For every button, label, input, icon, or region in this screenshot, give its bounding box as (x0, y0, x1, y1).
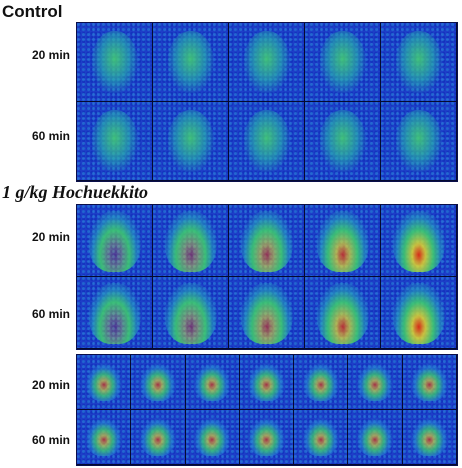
image-tile (153, 205, 229, 277)
signal-blob (240, 282, 293, 344)
image-tile (402, 410, 457, 465)
image-tile (229, 102, 305, 181)
signal-blob (194, 417, 231, 457)
signal-blob (85, 417, 122, 457)
signal-blob (139, 417, 177, 457)
image-tile (348, 355, 403, 410)
signal-blob (248, 417, 285, 457)
image-tile (305, 277, 381, 349)
row-label-coronal-20: 20 min (31, 378, 70, 392)
image-tile (77, 23, 153, 102)
image-tile (305, 23, 381, 102)
signal-blob (240, 210, 293, 272)
image-tile (239, 410, 295, 465)
signal-blob (302, 362, 339, 402)
image-tile (77, 205, 153, 277)
section-title-control: Control (2, 2, 63, 21)
signal-blob (248, 362, 285, 402)
image-tile (294, 410, 349, 465)
row-label-treat-60: 60 min (31, 307, 70, 321)
row-label-control-20: 20 min (31, 48, 70, 62)
image-tile (77, 410, 132, 465)
signal-blob (395, 109, 442, 173)
image-tile (153, 23, 229, 102)
signal-blob (395, 30, 442, 94)
image-tile (229, 277, 305, 349)
image-tile (381, 23, 457, 102)
signal-blob (392, 210, 445, 272)
image-panel-hochuekkito (76, 204, 458, 350)
signal-blob (164, 210, 217, 272)
image-tile (229, 23, 305, 102)
signal-blob (316, 210, 369, 272)
signal-blob (411, 417, 448, 457)
signal-blob (88, 282, 141, 344)
signal-blob (356, 417, 394, 457)
image-tile (305, 205, 381, 277)
image-tile (153, 277, 229, 349)
image-tile (348, 410, 403, 465)
row-label-coronal-60: 60 min (31, 433, 70, 447)
row-label-treat-20: 20 min (31, 230, 70, 244)
image-panel-coronal (76, 354, 458, 466)
image-tile (229, 205, 305, 277)
image-tile (294, 355, 349, 410)
signal-blob (319, 109, 366, 173)
signal-blob (88, 210, 141, 272)
image-tile (131, 355, 186, 410)
signal-blob (167, 109, 214, 173)
image-tile (239, 355, 295, 410)
signal-blob (243, 30, 290, 94)
signal-blob (91, 109, 138, 173)
signal-blob (319, 30, 366, 94)
image-tile (77, 277, 153, 349)
image-tile (402, 355, 457, 410)
signal-blob (139, 362, 177, 402)
image-tile (153, 102, 229, 181)
image-tile (77, 102, 153, 181)
signal-blob (302, 417, 339, 457)
image-tile (381, 102, 457, 181)
image-panel-control (76, 22, 458, 182)
row-label-control-60: 60 min (31, 129, 70, 143)
signal-blob (164, 282, 217, 344)
image-tile (185, 410, 240, 465)
signal-blob (167, 30, 214, 94)
image-tile (381, 205, 457, 277)
signal-blob (411, 362, 448, 402)
signal-blob (316, 282, 369, 344)
section-title-hochuekkito: 1 g/kg Hochuekkito (2, 182, 149, 202)
signal-blob (194, 362, 231, 402)
image-tile (131, 410, 186, 465)
signal-blob (243, 109, 290, 173)
signal-blob (85, 362, 122, 402)
signal-blob (392, 282, 445, 344)
signal-blob (356, 362, 394, 402)
signal-blob (91, 30, 138, 94)
image-tile (381, 277, 457, 349)
image-tile (305, 102, 381, 181)
image-tile (77, 355, 132, 410)
image-tile (185, 355, 240, 410)
